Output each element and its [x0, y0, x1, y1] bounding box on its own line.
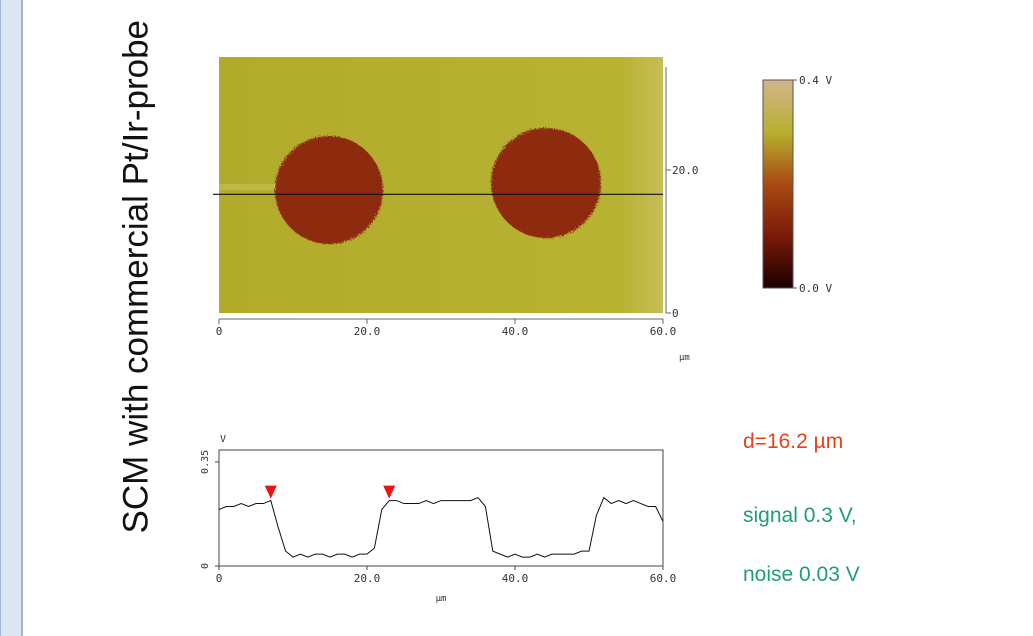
- x-tick-label: 60.0: [650, 572, 677, 585]
- scm-map: [219, 57, 663, 313]
- x-unit: µm: [679, 353, 690, 363]
- x-tick-label: 60.0: [650, 325, 677, 338]
- colorbar-label: 0.0 V: [799, 282, 832, 295]
- dot-feature: [491, 128, 601, 238]
- dot-feature: [275, 136, 383, 244]
- annotation: noise 0.03 V: [743, 563, 860, 586]
- side-bar: [0, 0, 23, 636]
- y-unit: V: [220, 434, 226, 445]
- map-stripe: [219, 184, 299, 190]
- x-unit: µm: [436, 594, 447, 604]
- y-tick-label: 0: [200, 563, 211, 569]
- colorbar-label: 0.4 V: [799, 74, 832, 87]
- marker: [264, 485, 277, 499]
- y-tick-label: 20.0: [672, 164, 699, 177]
- side-title: SCM with commercial Pt/Ir-probe: [116, 20, 155, 533]
- plot-frame: [218, 449, 664, 567]
- profile-line: [218, 496, 664, 558]
- x-tick-label: 0: [216, 572, 223, 585]
- y-tick-label: 0: [672, 307, 679, 320]
- x-tick-label: 40.0: [502, 572, 529, 585]
- colorbar: [762, 79, 794, 289]
- marker: [383, 485, 396, 499]
- x-tick-label: 20.0: [354, 572, 381, 585]
- y-tick-label: 0.35: [200, 450, 211, 474]
- annotation: signal 0.3 V,: [743, 504, 857, 527]
- x-tick-label: 40.0: [502, 325, 529, 338]
- x-tick-label: 20.0: [354, 325, 381, 338]
- annotation: d=16.2 µm: [743, 430, 843, 453]
- x-tick-label: 0: [216, 325, 223, 338]
